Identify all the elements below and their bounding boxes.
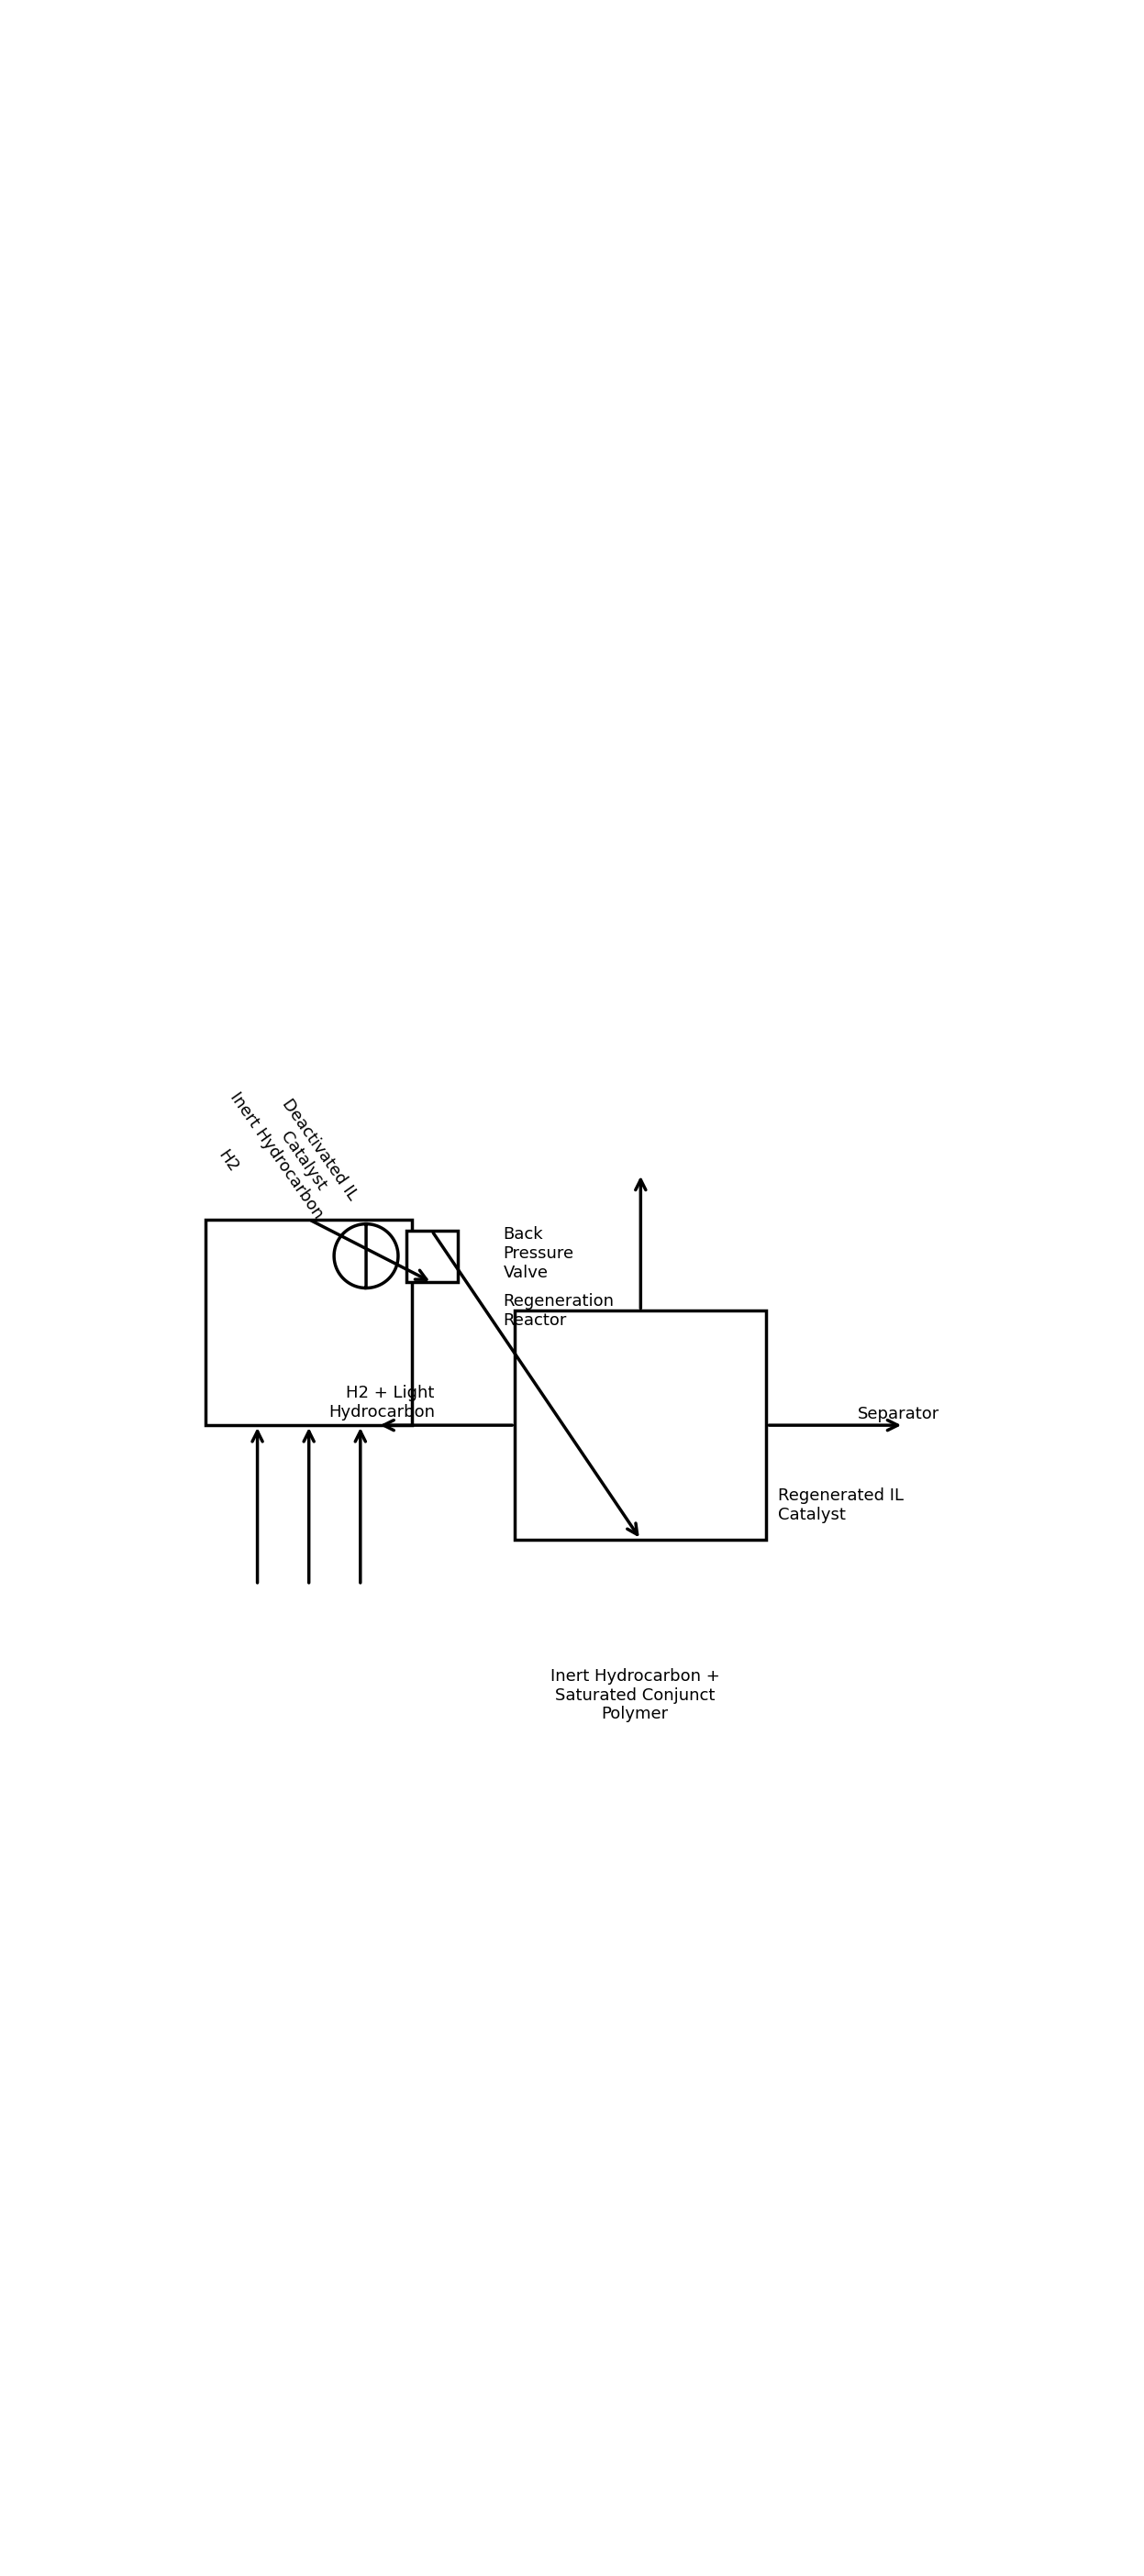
Text: H2 + Light
Hydrocarbon: H2 + Light Hydrocarbon: [328, 1383, 435, 1419]
Text: Inert Hydrocarbon: Inert Hydrocarbon: [227, 1090, 327, 1221]
FancyBboxPatch shape: [206, 1218, 412, 1425]
Text: Separator: Separator: [858, 1406, 940, 1422]
Text: H2: H2: [214, 1146, 241, 1175]
Text: Inert Hydrocarbon +
Saturated Conjunct
Polymer: Inert Hydrocarbon + Saturated Conjunct P…: [550, 1667, 720, 1723]
FancyBboxPatch shape: [515, 1311, 766, 1540]
FancyBboxPatch shape: [406, 1231, 458, 1283]
Text: Regeneration
Reactor: Regeneration Reactor: [503, 1293, 614, 1329]
Text: Back
Pressure
Valve: Back Pressure Valve: [503, 1226, 574, 1280]
Text: Deactivated IL
Catalyst: Deactivated IL Catalyst: [263, 1095, 360, 1213]
Text: Regenerated IL
Catalyst: Regenerated IL Catalyst: [778, 1486, 904, 1522]
